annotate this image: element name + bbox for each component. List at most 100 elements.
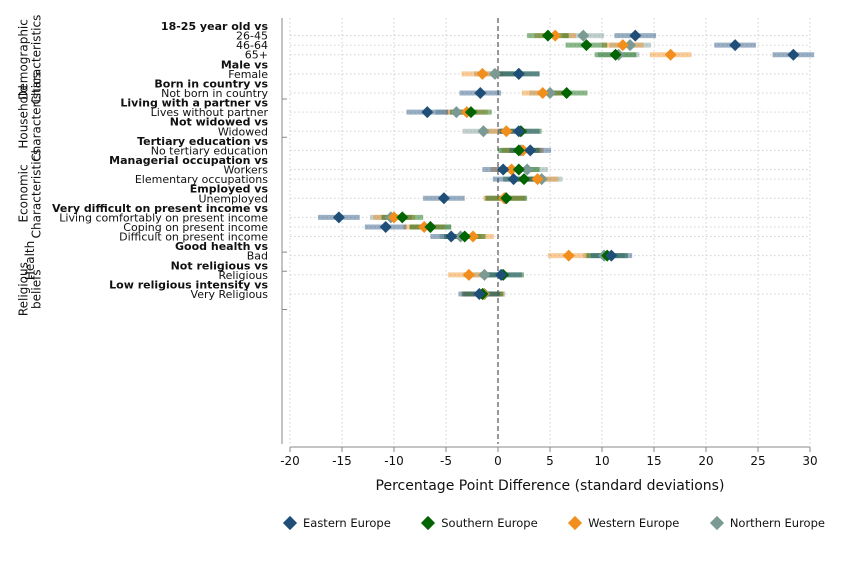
data-point-southern	[609, 48, 622, 61]
row-label: 65+	[245, 49, 268, 62]
legend-swatch-western	[568, 515, 583, 531]
row-header-label: Born in country vs	[154, 77, 268, 90]
group-label: Household	[17, 85, 31, 149]
legend-label-eastern: Eastern Europe	[303, 516, 391, 530]
row-header-label: Managerial occupation vs	[109, 154, 268, 167]
row-header-label: Tertiary education vs	[137, 135, 268, 148]
data-point-eastern	[507, 173, 520, 186]
x-tick-label: 0	[494, 454, 502, 468]
data-point-western	[664, 48, 677, 61]
data-point-eastern	[787, 48, 800, 61]
legend-label-northern: Northern Europe	[729, 516, 825, 530]
data-point-southern	[512, 163, 525, 176]
data-point-northern	[488, 67, 501, 80]
data-point-eastern	[524, 144, 537, 157]
group-label: Characteristics	[30, 72, 44, 162]
data-point-northern	[521, 163, 534, 176]
legend-item-eastern: Eastern Europe	[282, 515, 391, 531]
group-label: Demographic	[17, 19, 31, 100]
data-point-western	[476, 67, 489, 80]
data-point-western	[531, 173, 544, 186]
data-point-eastern	[473, 287, 486, 300]
data-point-eastern	[629, 29, 642, 42]
row-header-label: Not widowed vs	[170, 116, 269, 129]
row-label: Female	[228, 68, 268, 81]
data-point-western	[536, 86, 549, 99]
row-label: 26-45	[236, 30, 268, 43]
row-label: Religious	[219, 269, 269, 282]
data-point-southern	[464, 106, 477, 119]
data-point-southern	[458, 230, 471, 243]
row-header-label: Not religious vs	[171, 259, 269, 272]
data-point-eastern	[605, 249, 618, 262]
data-point-eastern	[445, 230, 458, 243]
data-point-northern	[478, 268, 491, 281]
row-header-label: Male vs	[221, 58, 269, 71]
group-label: Economic	[17, 164, 31, 222]
row-label: Workers	[224, 164, 269, 177]
data-point-eastern	[437, 192, 450, 205]
row-label: 46-64	[236, 39, 268, 52]
x-tick-label: -20	[280, 454, 300, 468]
legend: Eastern Europe Southern Europe Western E…	[282, 515, 825, 531]
x-tick-label: -15	[332, 454, 352, 468]
x-axis-label: Percentage Point Difference (standard de…	[376, 478, 725, 494]
data-point-southern	[518, 173, 530, 186]
group-label: Religious	[17, 262, 31, 316]
legend-label-southern: Southern Europe	[441, 516, 538, 530]
data-point-eastern	[497, 163, 510, 176]
data-point-western	[562, 249, 575, 262]
data-point-eastern	[379, 220, 392, 233]
row-label: Widowed	[218, 125, 268, 138]
data-point-northern	[624, 39, 637, 52]
row-label: Not born in country	[161, 87, 268, 100]
data-point-southern	[541, 29, 554, 42]
legend-swatch-northern	[709, 515, 724, 531]
group-label: Characteristics	[30, 149, 44, 239]
x-tick-label: 5	[546, 454, 554, 468]
data-point-eastern	[332, 211, 345, 224]
data-point-southern	[560, 86, 573, 99]
row-header-label: 18-25 year old vs	[161, 20, 269, 33]
row-label: No tertiary education	[151, 144, 268, 157]
data-point-western	[505, 163, 518, 176]
row-header-label: Good health vs	[175, 240, 268, 253]
row-label: Elementary occupations	[135, 173, 268, 186]
row-header-label: Employed vs	[190, 183, 269, 196]
data-point-northern	[477, 125, 490, 138]
row-label: Coping on present income	[123, 221, 268, 234]
x-tick-label: 15	[646, 454, 661, 468]
legend-swatch-southern	[421, 515, 436, 531]
data-point-northern	[450, 106, 463, 119]
row-label: Difficult on present income	[119, 231, 268, 244]
data-point-northern	[544, 86, 556, 99]
data-point-western	[388, 211, 400, 224]
legend-item-northern: Northern Europe	[709, 515, 825, 531]
data-point-western	[462, 268, 475, 281]
data-point-eastern	[495, 268, 508, 281]
data-point-eastern	[512, 125, 525, 138]
data-point-eastern	[512, 67, 525, 80]
data-point-southern	[580, 39, 593, 52]
data-point-southern	[500, 192, 513, 205]
data-point-eastern	[474, 86, 487, 99]
row-label: Very Religious	[191, 288, 269, 301]
row-label: Unemployed	[198, 192, 268, 205]
x-tick-label: 10	[594, 454, 609, 468]
x-tick-label: 25	[750, 454, 765, 468]
row-header-label: Low religious intensity vs	[109, 278, 268, 291]
x-tick-label: 20	[698, 454, 713, 468]
row-label: Living comfortably on present income	[59, 211, 268, 224]
data-point-western	[500, 125, 513, 138]
row-header-label: Living with a partner vs	[120, 97, 268, 110]
x-tick-label: -5	[440, 454, 452, 468]
data-point-western	[616, 39, 629, 52]
x-tick-label: -10	[384, 454, 404, 468]
legend-item-southern: Southern Europe	[421, 515, 538, 531]
legend-swatch-eastern	[282, 515, 298, 531]
data-point-southern	[512, 144, 525, 157]
group-label: beliefs	[30, 269, 44, 309]
group-label: Characteristics	[30, 15, 44, 105]
x-tick-label: 30	[802, 454, 817, 468]
